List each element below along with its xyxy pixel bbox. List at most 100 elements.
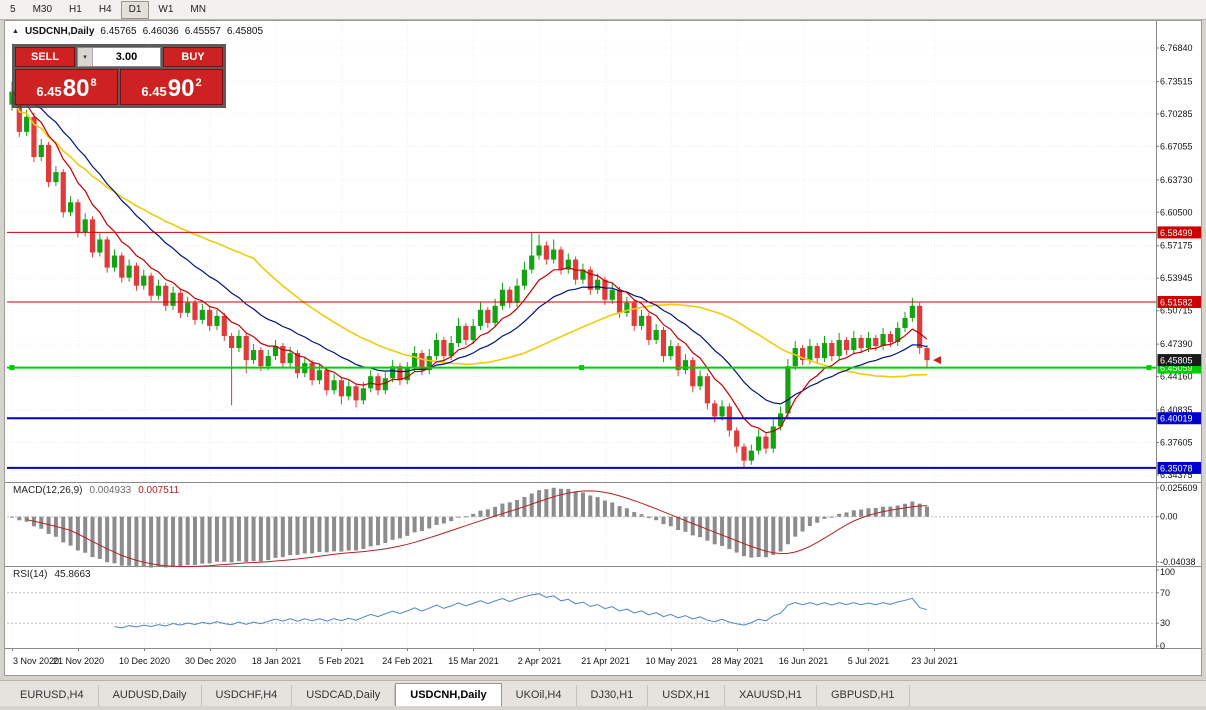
- price-axis-label: 6.60500: [1160, 207, 1193, 217]
- date-axis-label: 5 Jul 2021: [848, 656, 890, 666]
- date-axis-label: 28 May 2021: [711, 656, 763, 666]
- svg-text:6.58499: 6.58499: [1160, 228, 1193, 238]
- ma-line-8: [11, 91, 928, 434]
- chart-tab-xauusd-h1[interactable]: XAUUSD,H1: [725, 685, 817, 706]
- chart-symbol-label: USDCNH,Daily: [24, 26, 95, 37]
- price-axis-label: 6.76840: [1160, 43, 1193, 53]
- svg-text:6.51582: 6.51582: [1160, 297, 1193, 307]
- svg-text:6.45059: 6.45059: [1160, 363, 1193, 373]
- rsi-axis-label: 100: [1160, 567, 1175, 577]
- date-axis-label: 23 Jul 2021: [911, 656, 958, 666]
- buy-button[interactable]: BUY: [163, 47, 223, 67]
- price-axis-label: 6.73515: [1160, 76, 1193, 86]
- price-axis-label: 6.57175: [1160, 241, 1193, 251]
- main-chart-canvas[interactable]: 6.76840 6.73515 6.70285 6.67055 6.63730 6.605…: [4, 20, 1202, 676]
- one-click-trading-panel: SELL ▾ BUY 6.45 80 8 6.45 90 2: [12, 44, 226, 108]
- buy-price-button[interactable]: 6.45 90 2: [120, 69, 223, 105]
- rsi-axis-label: 70: [1160, 588, 1170, 598]
- date-axis-label: 16 Jun 2021: [779, 656, 829, 666]
- lot-size-input[interactable]: [93, 48, 160, 66]
- date-axis-label: 10 May 2021: [645, 656, 697, 666]
- svg-text:6.35078: 6.35078: [1160, 463, 1193, 473]
- sell-price-point: 8: [90, 77, 97, 89]
- macd-value: 0.004933: [89, 485, 132, 496]
- timeframe-button-m30[interactable]: M30: [25, 1, 60, 19]
- rsi-line: [114, 593, 928, 629]
- sell-price-figure: 6.45: [36, 84, 62, 99]
- chart-tab-usdx-h1[interactable]: USDX,H1: [648, 685, 725, 706]
- price-axis-label: 6.44160: [1160, 372, 1193, 382]
- ma-line-34: [11, 91, 928, 378]
- chart-tab-gbpusd-h1[interactable]: GBPUSD,H1: [817, 685, 910, 706]
- timeframe-button-h1[interactable]: H1: [61, 1, 90, 19]
- chart-tab-bar: EURUSD,H4 AUDUSD,Daily USDCHF,H4 USDCAD,Dai…: [0, 680, 1206, 706]
- timeframe-button-mn[interactable]: MN: [182, 1, 214, 19]
- chart-tab-audusd-daily[interactable]: AUDUSD,Daily: [99, 685, 202, 706]
- price-axis-label: 6.40835: [1160, 405, 1193, 415]
- line-handle[interactable]: [579, 365, 584, 371]
- chart-title: ▲ USDCNH,Daily 6.45765 6.46036 6.45557 6…: [12, 26, 263, 37]
- collapse-panel-icon[interactable]: ▲: [12, 28, 19, 35]
- sell-button[interactable]: SELL: [15, 47, 75, 67]
- price-axis-label: 6.70285: [1160, 109, 1193, 119]
- timeframe-button-d1[interactable]: D1: [120, 0, 150, 19]
- date-axis-label: 30 Dec 2020: [185, 656, 236, 666]
- date-axis-label: 21 Nov 2020: [53, 656, 104, 666]
- macd-axis-label: -0.04038: [1160, 557, 1196, 567]
- line-handle[interactable]: [1146, 365, 1152, 371]
- timeframe-button-w1[interactable]: W1: [150, 1, 181, 19]
- line-handle[interactable]: [9, 365, 15, 371]
- chart-close-value: 6.45805: [226, 26, 264, 37]
- date-axis-label: 10 Dec 2020: [119, 656, 170, 666]
- rsi-indicator-title: RSI(14) 45.8663: [13, 569, 91, 580]
- chart-tab-usdchf-h4[interactable]: USDCHF,H4: [202, 685, 293, 706]
- date-axis-label: 15 Mar 2021: [448, 656, 499, 666]
- price-marker-arrow-icon: [933, 356, 941, 365]
- chart-tab-usdcad-daily[interactable]: USDCAD,Daily: [292, 685, 396, 706]
- rsi-value: 45.8663: [54, 569, 91, 580]
- date-axis-label: 3 Nov 2020: [13, 656, 59, 666]
- price-axis-label: 6.37605: [1160, 438, 1193, 448]
- rsi-axis-label: 30: [1160, 618, 1170, 628]
- price-axis-label: 6.34375: [1160, 470, 1193, 480]
- sell-price-button[interactable]: 6.45 80 8: [15, 69, 118, 105]
- macd-axis-label: 0.00: [1160, 512, 1178, 522]
- macd-title-label: MACD(12,26,9): [13, 485, 83, 496]
- timeframe-toolbar: 5 M30 H1 H4 D1 W1 MN: [0, 0, 1206, 20]
- chart-tab-eurusd-h4[interactable]: EURUSD,H4: [6, 685, 99, 706]
- macd-indicator-title: MACD(12,26,9) 0.004933 0.007511: [13, 485, 179, 496]
- price-axis-label: 6.53945: [1160, 273, 1193, 283]
- timeframe-button-h4[interactable]: H4: [91, 1, 120, 19]
- date-axis-label: 18 Jan 2021: [252, 656, 302, 666]
- rsi-title-label: RSI(14): [13, 569, 48, 580]
- sell-price-pips: 80: [62, 75, 90, 102]
- ma-line-18: [11, 91, 928, 405]
- price-axis-label: 6.50715: [1160, 306, 1193, 316]
- date-axis-label: 5 Feb 2021: [319, 656, 365, 666]
- buy-price-pips: 90: [167, 75, 195, 102]
- chevron-down-icon: ▾: [83, 54, 87, 61]
- timeframe-button-5[interactable]: 5: [2, 1, 24, 19]
- date-axis-label: 21 Apr 2021: [581, 656, 630, 666]
- macd-axis-label: 0.025609: [1160, 483, 1198, 493]
- date-axis-label: 2 Apr 2021: [518, 656, 562, 666]
- macd-signal-value: 0.007511: [138, 485, 180, 496]
- chart-open-value: 6.45765: [100, 26, 137, 37]
- lot-size-field: ▾: [77, 47, 161, 67]
- svg-text:6.40019: 6.40019: [1160, 414, 1193, 424]
- price-axis-label: 6.47390: [1160, 339, 1193, 349]
- macd-histogram: [10, 487, 929, 568]
- rsi-axis-label: 0: [1160, 641, 1165, 651]
- svg-text:6.45805: 6.45805: [1160, 356, 1193, 366]
- lot-dropdown-button[interactable]: ▾: [78, 48, 93, 66]
- chart-tab-ukoil-h4[interactable]: UKOil,H4: [502, 685, 577, 706]
- buy-price-figure: 6.45: [141, 84, 167, 99]
- price-axis-label: 6.67055: [1160, 141, 1193, 151]
- price-axis-label: 6.63730: [1160, 175, 1193, 185]
- chart-tab-usdcnh-daily[interactable]: USDCNH,Daily: [395, 683, 502, 706]
- chart-high-value: 6.46036: [142, 26, 179, 37]
- chart-tab-dj30-h1[interactable]: DJ30,H1: [577, 685, 649, 706]
- macd-signal-line: [26, 490, 928, 568]
- date-axis-label: 24 Feb 2021: [382, 656, 433, 666]
- chart-low-value: 6.45557: [184, 26, 221, 37]
